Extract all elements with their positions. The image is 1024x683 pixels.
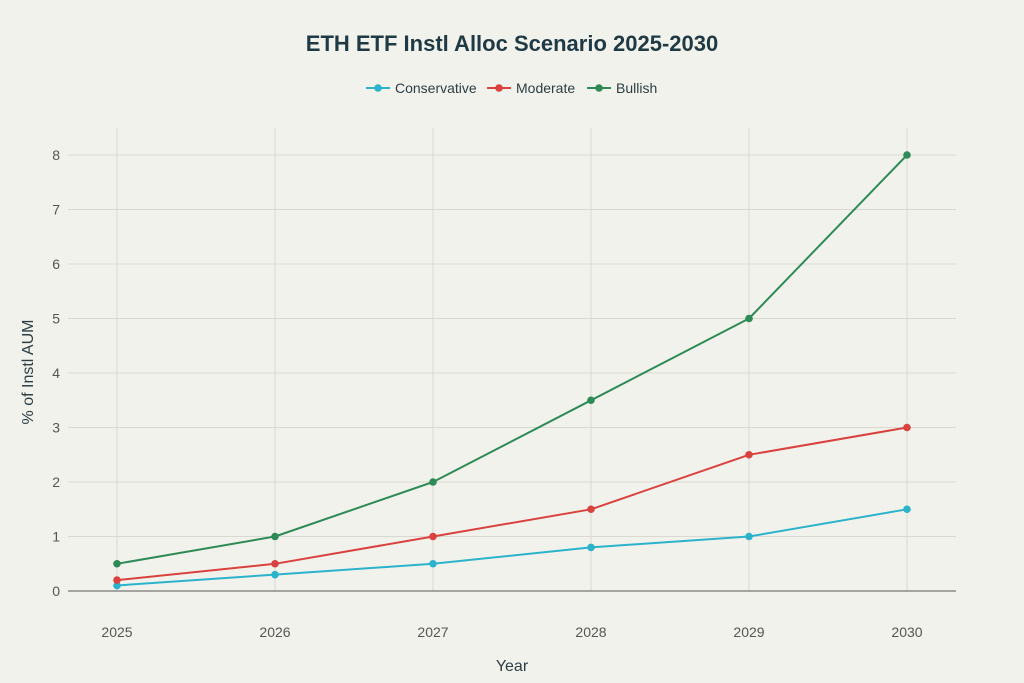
chart-series xyxy=(113,151,911,590)
y-axis-title: % of Instl AUM xyxy=(20,320,37,425)
legend-item-conservative[interactable]: Conservative xyxy=(366,80,477,96)
chart-title: ETH ETF Instl Alloc Scenario 2025-2030 xyxy=(306,31,718,56)
y-axis-ticks: 0 1 2 3 4 5 6 7 8 xyxy=(52,147,60,599)
legend-item-moderate[interactable]: Moderate xyxy=(487,80,575,96)
series-line xyxy=(116,426,908,582)
data-point[interactable] xyxy=(745,450,753,459)
chart-legend: Conservative Moderate Bullish xyxy=(366,80,657,96)
data-point[interactable] xyxy=(113,576,121,584)
series-line xyxy=(116,154,908,565)
series-line xyxy=(116,508,908,587)
y-tick-label: 2 xyxy=(52,474,60,490)
x-tick-label: 2025 xyxy=(101,624,132,640)
legend-marker-icon xyxy=(374,84,382,92)
series-moderate xyxy=(113,423,911,584)
data-point[interactable] xyxy=(903,423,911,432)
y-tick-label: 8 xyxy=(52,147,60,163)
data-point[interactable] xyxy=(587,505,595,514)
y-tick-label: 3 xyxy=(52,420,60,436)
legend-item-bullish[interactable]: Bullish xyxy=(587,80,657,96)
data-point[interactable] xyxy=(745,532,753,541)
y-tick-label: 4 xyxy=(52,365,60,381)
legend-label: Conservative xyxy=(395,80,477,96)
series-conservative xyxy=(113,505,911,590)
x-tick-label: 2029 xyxy=(733,624,764,640)
x-tick-label: 2027 xyxy=(417,624,448,640)
x-axis-ticks: 2025 2026 2027 2028 2029 2030 xyxy=(101,624,922,640)
y-tick-label: 0 xyxy=(52,583,60,599)
legend-marker-icon xyxy=(595,84,603,92)
data-point[interactable] xyxy=(903,151,911,159)
data-point[interactable] xyxy=(113,559,121,568)
legend-label: Moderate xyxy=(516,80,575,96)
data-point[interactable] xyxy=(271,559,279,568)
legend-label: Bullish xyxy=(616,80,657,96)
data-point[interactable] xyxy=(271,570,279,579)
data-point[interactable] xyxy=(745,314,753,323)
x-tick-label: 2030 xyxy=(891,624,922,640)
x-tick-label: 2026 xyxy=(259,624,290,640)
series-bullish xyxy=(113,151,911,568)
legend-marker-icon xyxy=(495,84,503,92)
data-point[interactable] xyxy=(587,396,595,405)
data-point[interactable] xyxy=(429,478,437,486)
data-point[interactable] xyxy=(429,559,437,568)
x-axis-title: Year xyxy=(496,658,529,675)
y-tick-label: 6 xyxy=(52,256,60,272)
y-tick-label: 7 xyxy=(52,202,60,218)
x-tick-label: 2028 xyxy=(575,624,606,640)
y-tick-label: 1 xyxy=(52,529,60,545)
y-tick-label: 5 xyxy=(52,311,60,327)
data-point[interactable] xyxy=(903,505,911,514)
data-point[interactable] xyxy=(113,581,121,590)
chart-grid xyxy=(68,128,956,592)
data-point[interactable] xyxy=(587,543,595,552)
data-point[interactable] xyxy=(429,532,437,541)
data-point[interactable] xyxy=(271,532,279,541)
